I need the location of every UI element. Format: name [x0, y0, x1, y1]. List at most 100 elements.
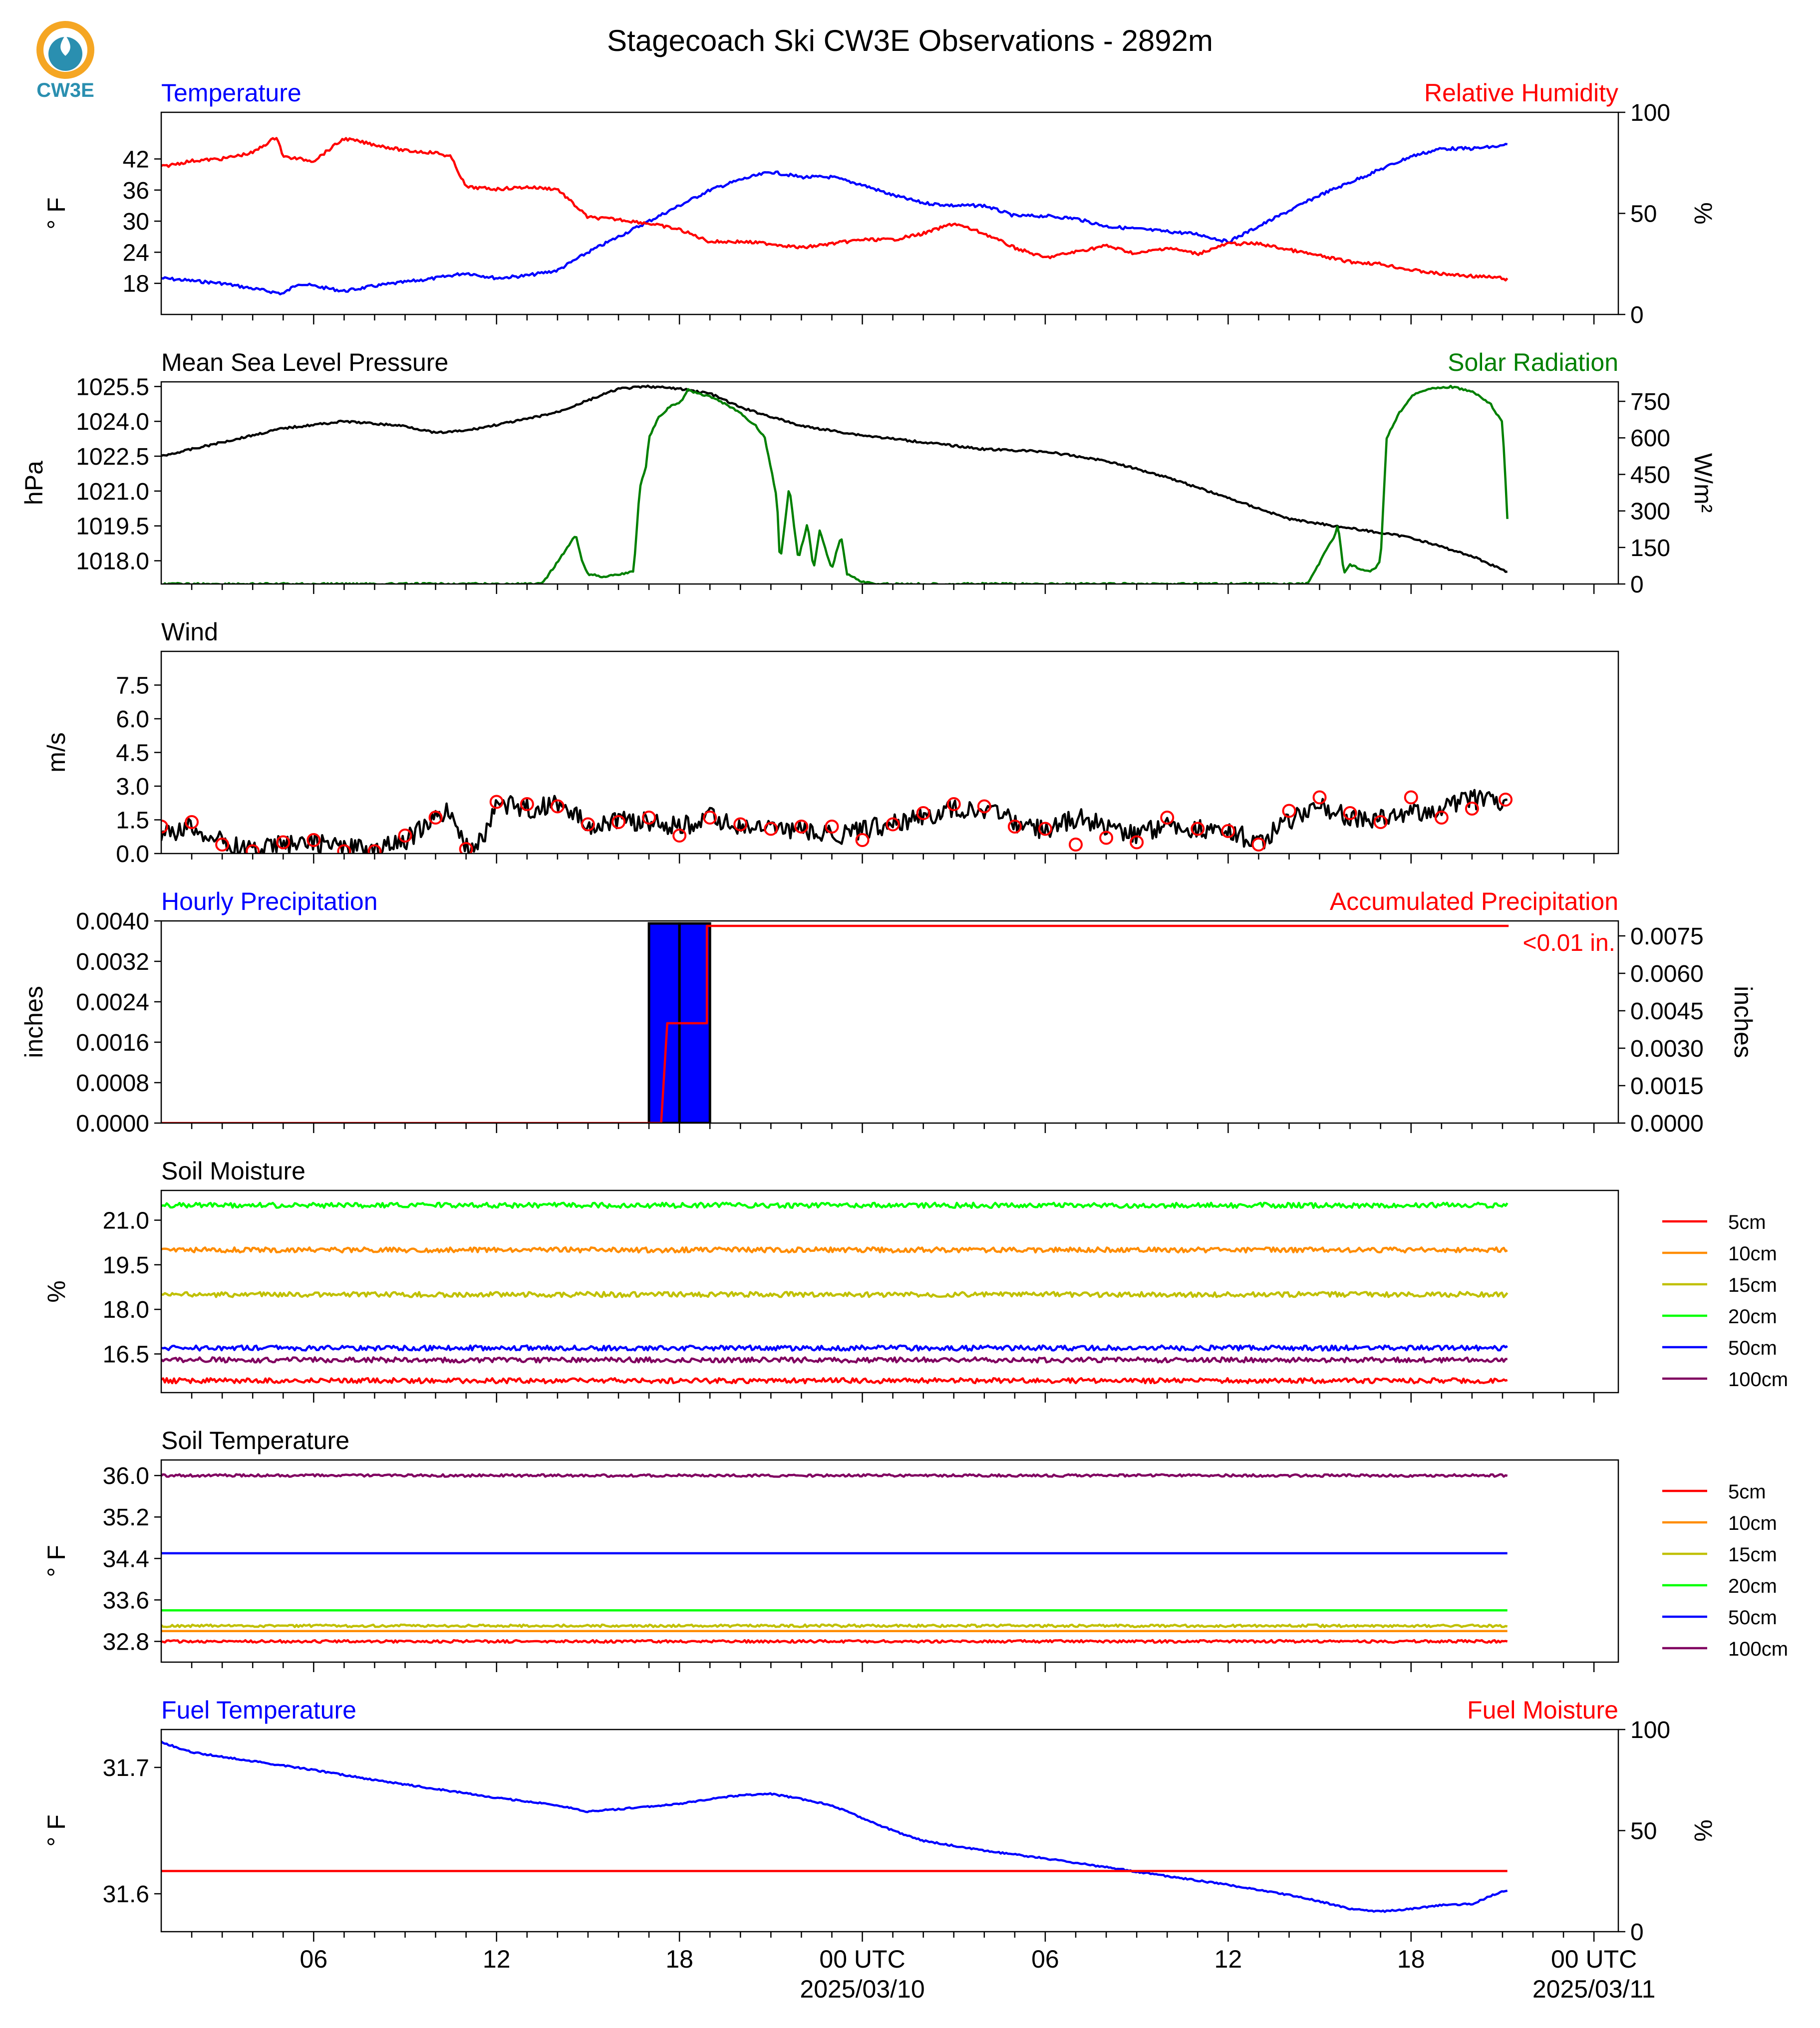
- gust-marker: [1373, 815, 1388, 829]
- y-tick-label: 42: [123, 146, 149, 173]
- series-line-100cm: [161, 1356, 1508, 1364]
- y-axis-label: ° F: [42, 1545, 70, 1577]
- y-right-tick-label: 150: [1630, 535, 1670, 562]
- y-tick-label: 32.8: [103, 1629, 149, 1655]
- y-tick-label: 0.0: [116, 841, 149, 868]
- y-tick-label: 0.0024: [76, 989, 149, 1016]
- gust-marker: [1130, 835, 1144, 850]
- y-axis-label-right: %: [1689, 202, 1717, 224]
- legend-label: 5cm: [1728, 1211, 1766, 1233]
- gust-marker: [1343, 806, 1357, 820]
- gust-marker: [977, 799, 991, 814]
- y-tick-label: 31.6: [103, 1881, 149, 1908]
- x-tick-date-label: 2025/03/11: [1532, 1975, 1656, 2003]
- gust-marker: [489, 795, 504, 809]
- x-tick-label: 06: [300, 1945, 328, 1973]
- x-tick-label: 00 UTC: [819, 1945, 905, 1973]
- y-axis-label: inches: [20, 986, 48, 1058]
- x-tick-label: 18: [1397, 1945, 1425, 1973]
- legend-label: 100cm: [1728, 1369, 1788, 1391]
- y-tick-label: 0.0032: [76, 949, 149, 975]
- y-tick-label: 0.0040: [76, 908, 149, 935]
- accum-annotation: <0.01 in.: [1523, 930, 1615, 956]
- gust-marker: [1221, 824, 1235, 838]
- y-tick-label: 1.5: [116, 808, 149, 834]
- gust-marker: [1465, 802, 1479, 816]
- panel-frame: [160, 381, 1619, 585]
- y-right-tick-label: 600: [1630, 425, 1670, 452]
- legend: 5cm 10cm 15cm 20cm 50cm 100cm: [1662, 1211, 1788, 1391]
- gust-marker: [550, 799, 565, 814]
- plot-area: [161, 384, 1509, 584]
- y-tick-label: 21.0: [103, 1208, 149, 1234]
- panel-title-right: Solar Radiation: [1448, 348, 1618, 376]
- y-right-tick-label: 300: [1630, 499, 1670, 525]
- gust-marker: [337, 844, 351, 854]
- panel-frame: [160, 920, 1619, 1124]
- y-axis-label: ° F: [42, 197, 70, 229]
- gust-marker: [398, 829, 412, 843]
- gust-marker: [1434, 811, 1449, 825]
- y-right-tick-label: 0: [1630, 572, 1644, 598]
- gust-marker: [276, 835, 291, 850]
- gust-marker: [1007, 820, 1022, 834]
- panel-title-left: Temperature: [161, 79, 302, 107]
- plot-area: [161, 922, 1509, 1123]
- legend-label: 20cm: [1728, 1306, 1777, 1328]
- y-right-tick-label: 0.0045: [1630, 998, 1704, 1025]
- panel-title-left: Mean Sea Level Pressure: [161, 348, 448, 376]
- y-tick-label: 16.5: [103, 1342, 149, 1368]
- gust-marker: [520, 797, 534, 811]
- plot-area: [161, 789, 1513, 854]
- gust-marker: [946, 797, 961, 811]
- panel-title-right: Fuel Moisture: [1467, 1696, 1618, 1724]
- x-tick-date-label: 2025/03/10: [800, 1975, 924, 2003]
- gust-marker: [764, 822, 778, 836]
- gust-marker: [1038, 822, 1052, 836]
- logo-drop-icon: [60, 35, 70, 56]
- y-tick-label: 33.6: [103, 1587, 149, 1614]
- panel-title-left: Wind: [161, 618, 218, 646]
- gust-marker: [1312, 790, 1327, 805]
- y-tick-label: 35.2: [103, 1504, 149, 1531]
- y-axis-label-right: W/m²: [1689, 453, 1717, 513]
- legend-label: 10cm: [1728, 1243, 1777, 1265]
- legend-label: 50cm: [1728, 1607, 1777, 1629]
- y-right-tick-label: 0: [1630, 1919, 1644, 1946]
- y-right-tick-label: 750: [1630, 389, 1670, 415]
- series-line-solar: [161, 384, 1509, 584]
- figure-title: Stagecoach Ski CW3E Observations - 2892m: [607, 24, 1213, 57]
- y-tick-label: 18: [123, 271, 149, 297]
- plot-area: [161, 1740, 1508, 1913]
- series-line-temperature: [161, 1740, 1508, 1913]
- gust-marker: [642, 811, 656, 825]
- gust-marker: [1499, 793, 1513, 807]
- y-axis-label: hPa: [20, 461, 48, 505]
- panel-7: Fuel Temperature Fuel Moisture 31.6 31.7 0 50…: [42, 1696, 1717, 2003]
- gust-marker: [794, 820, 809, 834]
- gust-marker: [733, 817, 748, 832]
- y-axis-label-right: %: [1689, 1819, 1717, 1841]
- gust-marker: [916, 806, 930, 820]
- series-line-100cm: [161, 1473, 1508, 1478]
- y-axis-label-right: inches: [1729, 986, 1757, 1058]
- gust-marker: [855, 833, 870, 847]
- panel-5: Soil Moisture 16.5 18.0 19.5 21.0% 5cm 10cm 15c…: [42, 1157, 1788, 1403]
- y-tick-label: 24: [123, 240, 149, 266]
- panel-3: Wind 0.0 1.5 3.0 4.5 6.0 7.5 m/s: [42, 618, 1619, 868]
- y-tick-label: 6.0: [116, 706, 149, 733]
- panel-4: Hourly Precipitation Accumulated Precipit…: [20, 887, 1757, 1137]
- gust-marker: [1069, 838, 1083, 852]
- y-tick-label: 31.7: [103, 1755, 149, 1781]
- y-right-tick-label: 100: [1630, 100, 1670, 126]
- legend: 5cm 10cm 15cm 20cm 50cm 100cm: [1662, 1481, 1788, 1660]
- panel-2: Mean Sea Level Pressure Solar Radiation 10…: [20, 348, 1717, 598]
- panel-title-left: Hourly Precipitation: [161, 887, 378, 915]
- y-tick-label: 18.0: [103, 1297, 149, 1323]
- gust-marker: [703, 811, 717, 825]
- gust-marker: [1191, 822, 1205, 836]
- gust-marker: [1404, 790, 1418, 805]
- legend-label: 100cm: [1728, 1638, 1788, 1660]
